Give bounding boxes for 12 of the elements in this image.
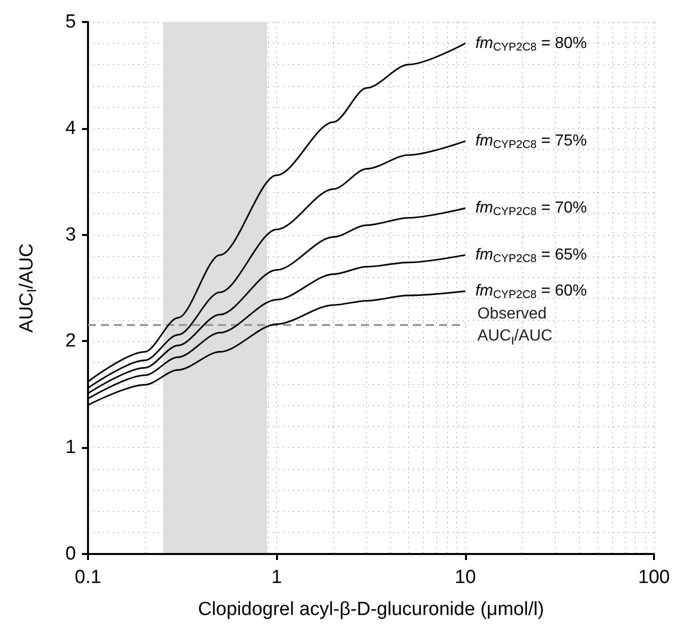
- x-tick-label: 10: [454, 567, 476, 588]
- x-tick-label: 0.1: [74, 567, 102, 588]
- x-tick-label: 100: [638, 567, 670, 588]
- y-tick-label: 0: [65, 544, 76, 564]
- y-axis-title: AUCI/AUC: [16, 243, 39, 333]
- y-tick-label: 4: [65, 118, 76, 139]
- x-tick-label: 1: [271, 567, 282, 588]
- y-tick-label: 3: [65, 224, 76, 246]
- y-tick-label: 2: [65, 330, 76, 352]
- y-tick-label: 1: [65, 437, 76, 458]
- x-axis-title: Clopidogrel acyl-β-D-glucuronide (μmol/l): [198, 599, 544, 620]
- y-tick-label: 5: [65, 12, 76, 32]
